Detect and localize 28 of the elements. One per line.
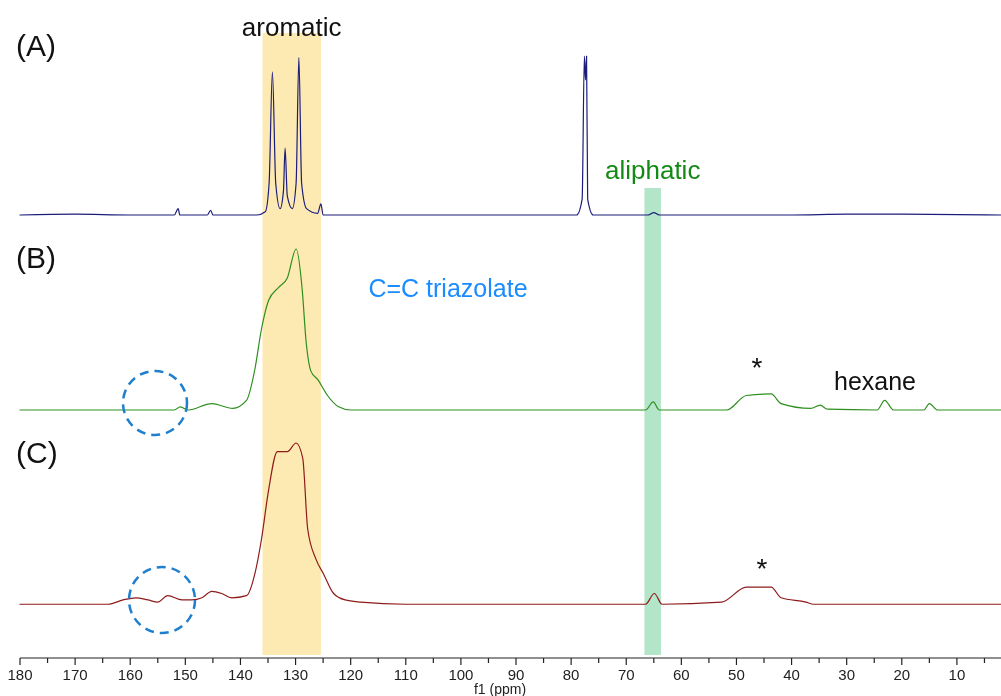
- annotation: C=C triazolate: [368, 274, 528, 302]
- x-tick-label: 160: [117, 666, 143, 683]
- x-tick-label: 170: [62, 666, 88, 683]
- x-tick-label: 180: [7, 666, 33, 683]
- x-tick-label: 30: [838, 666, 856, 683]
- annotation: *: [756, 553, 768, 584]
- chart-title: (C): [16, 436, 58, 469]
- x-tick-label: 40: [783, 666, 800, 683]
- x-tick-label: 150: [172, 666, 198, 683]
- x-tick-label: 140: [227, 666, 253, 683]
- x-tick-label: 130: [283, 666, 309, 683]
- x-tick-label: 70: [617, 666, 635, 683]
- x-tick-label: 10: [948, 666, 966, 683]
- x-tick-label: 50: [728, 666, 745, 683]
- x-axis-title: f1 (ppm): [473, 681, 527, 696]
- x-tick-label: 20: [893, 666, 911, 683]
- x-tick-label: 100: [448, 666, 474, 683]
- band-label: aliphatic: [604, 155, 701, 185]
- x-tick-label: 90: [507, 666, 525, 683]
- x-tick-label: 60: [673, 666, 690, 683]
- band-label: aromatic: [241, 12, 342, 42]
- annotation: hexane: [833, 367, 917, 395]
- annotation: *: [751, 352, 763, 383]
- x-tick-label: 120: [338, 666, 364, 683]
- x-tick-label: 110: [393, 666, 418, 683]
- chart-title: (B): [16, 241, 56, 274]
- chart-title: (A): [16, 29, 56, 62]
- x-tick-label: 80: [562, 666, 580, 683]
